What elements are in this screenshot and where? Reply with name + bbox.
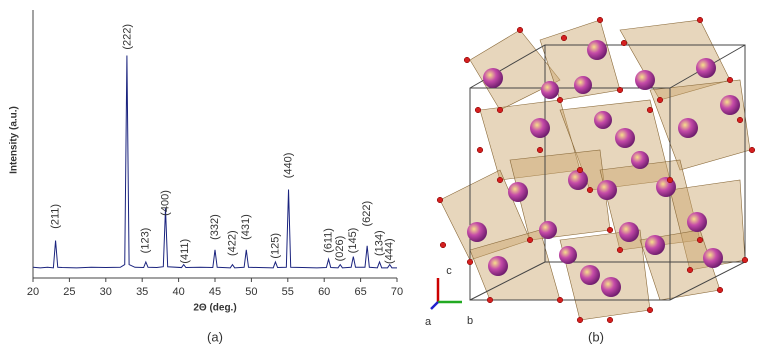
- peak-label: (123): [140, 228, 152, 254]
- axis-triad: [431, 278, 462, 309]
- x-tick-label: 55: [282, 286, 294, 298]
- peak-label: (222): [122, 24, 134, 50]
- y-label: Intensity (a.u.): [9, 106, 20, 174]
- peak-label: (125): [269, 233, 281, 259]
- panel-label: (b): [588, 329, 604, 344]
- x-tick-label: 35: [136, 286, 148, 298]
- peak-label: (211): [49, 204, 61, 229]
- peak-label: (622): [361, 201, 373, 227]
- peak-label: (026): [334, 236, 346, 262]
- axis-label: c: [446, 265, 452, 277]
- crystal-structure: c b a: [425, 17, 755, 328]
- x-tick-label: 40: [172, 286, 184, 298]
- x-tick-label: 30: [100, 286, 112, 298]
- peak-label: (611): [322, 228, 334, 253]
- x-tick-label: 20: [27, 286, 39, 298]
- polyhedron: [650, 80, 750, 170]
- peak-label: (332): [209, 214, 221, 240]
- panel-label: (a): [207, 329, 223, 344]
- axis-label: b: [467, 315, 473, 327]
- polyhedron: [560, 230, 650, 320]
- x-tick-label: 60: [318, 286, 330, 298]
- x-label: 2Θ (deg.): [193, 303, 236, 314]
- xrd-chart: Intensity (a.u.) 2Θ (deg.) 20 25 30 35 40 45 5…: [9, 10, 403, 314]
- x-tick-label: 65: [354, 286, 366, 298]
- peak-label: (431): [240, 214, 252, 240]
- peak-label: (440): [282, 153, 294, 179]
- x-tick-label: 70: [391, 286, 403, 298]
- peak-label: (400): [159, 190, 171, 216]
- axis-label: a: [425, 316, 432, 328]
- x-tick-label: 25: [63, 286, 75, 298]
- x-tick-label: 45: [209, 286, 221, 298]
- x-tick-label: 50: [245, 286, 257, 298]
- peak-label: (444): [384, 238, 396, 264]
- peak-label: (145): [347, 228, 359, 254]
- peak-label: (422): [226, 230, 238, 256]
- peak-label: (411): [179, 239, 191, 264]
- figure: Intensity (a.u.) 2Θ (deg.) 20 25 30 35 40 45 5…: [0, 0, 759, 348]
